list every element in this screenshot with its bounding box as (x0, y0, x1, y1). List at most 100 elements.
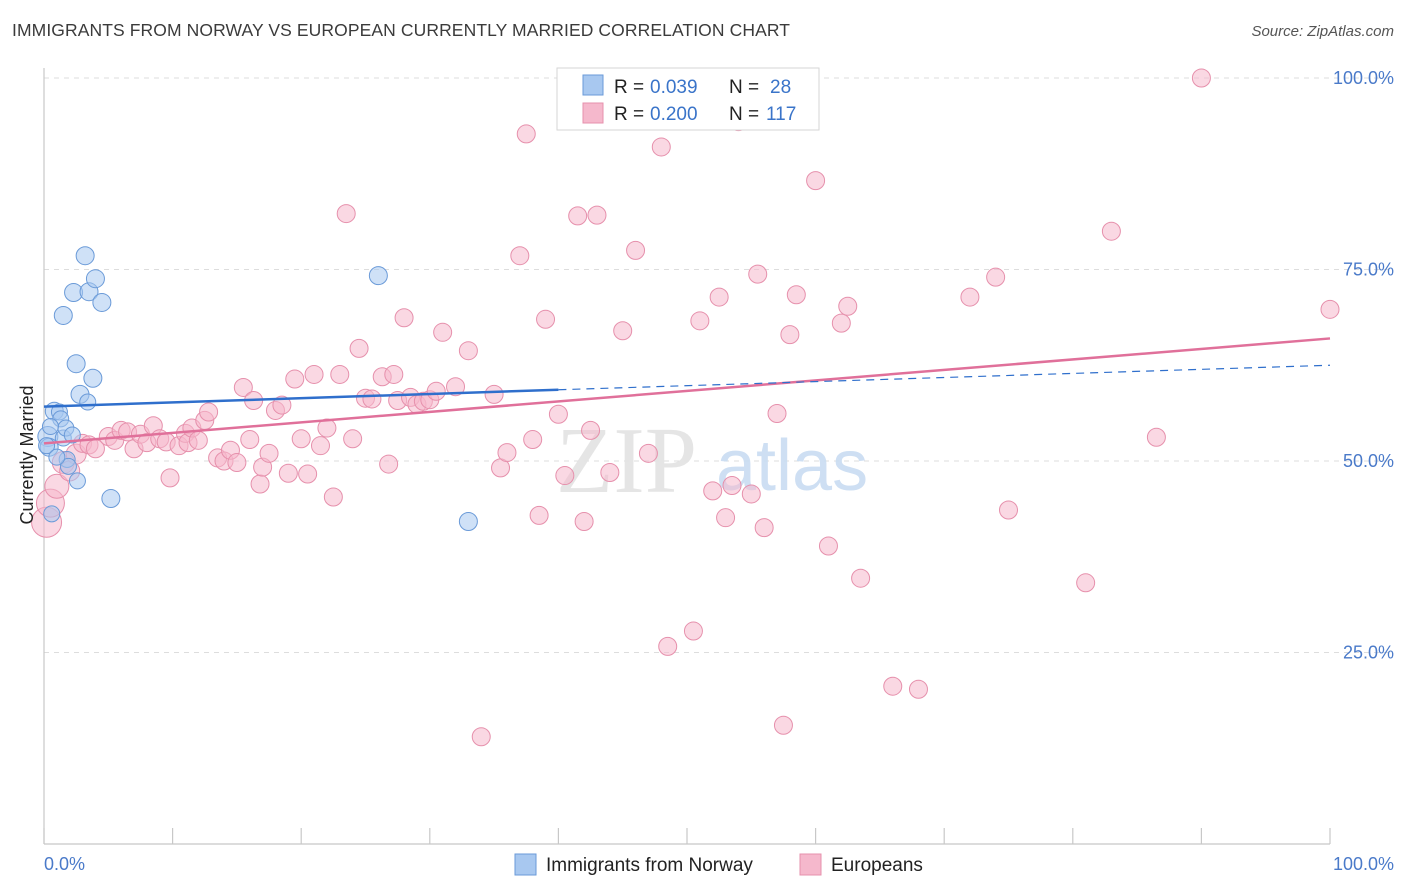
norway-point-16 (75, 246, 95, 266)
norway-point-24 (458, 512, 478, 532)
y-tick-label-3: 100.0% (1333, 68, 1394, 88)
legend-r-label-pink: R = (614, 104, 644, 125)
norway-point-22 (101, 489, 121, 509)
europeans-point-105 (883, 676, 903, 696)
legend-swatch-europeans (799, 853, 822, 876)
stats-legend: R = 0.039 N = 28 R = 0.200 N = 117 (556, 67, 820, 131)
europeans-point-103 (838, 296, 858, 316)
europeans-point-87 (690, 311, 710, 331)
legend-r-value-blue: 0.039 (650, 77, 698, 98)
legend-r-label-blue: R = (614, 77, 644, 98)
europeans-point-42 (298, 464, 318, 484)
y-axis-tick-labels: 25.0% 50.0% 75.0% 100.0% (1333, 68, 1394, 663)
y-tick-label-0: 25.0% (1343, 643, 1394, 663)
x-axis-ticks (43, 828, 1331, 844)
europeans-point-40 (285, 369, 305, 389)
europeans-point-114 (1320, 299, 1340, 319)
europeans-point-116 (600, 462, 620, 482)
europeans-point-43 (304, 364, 324, 384)
norway-point-26 (41, 418, 59, 436)
europeans-point-83 (651, 137, 671, 157)
europeans-point-107 (960, 287, 980, 307)
europeans-point-89 (709, 287, 729, 307)
y-tick-label-2: 75.0% (1343, 260, 1394, 280)
europeans-point-64 (446, 377, 466, 397)
legend-n-label-pink: N = (729, 104, 759, 125)
europeans-point-48 (336, 204, 356, 224)
europeans-point-99 (786, 285, 806, 305)
europeans-point-65 (458, 341, 478, 361)
europeans-point-110 (1076, 573, 1096, 593)
europeans-point-80 (613, 321, 633, 341)
europeans-point-39 (278, 463, 298, 483)
norway-point-19 (83, 368, 103, 388)
norway-point-23 (368, 266, 388, 286)
norway-trend-line (43, 388, 559, 408)
norway-point-7 (53, 305, 73, 325)
x-tick-label-min: 0.0% (44, 854, 85, 874)
europeans-point-86 (683, 621, 703, 641)
europeans-point-77 (574, 512, 594, 532)
europeans-point-73 (536, 309, 556, 329)
norway-point-20 (85, 269, 105, 289)
europeans-point-71 (523, 430, 543, 450)
legend-swatch-pink (582, 102, 604, 124)
europeans-point-81 (626, 240, 646, 260)
europeans-point-111 (1101, 221, 1121, 241)
norway-point-13 (66, 354, 86, 374)
norway-trend-extension (558, 364, 1331, 391)
europeans-point-112 (1146, 427, 1166, 447)
europeans-point-109 (999, 500, 1018, 520)
europeans-point-52 (362, 389, 382, 409)
europeans-point-44 (310, 436, 330, 456)
europeans-point-62 (426, 381, 446, 401)
europeans-point-108 (986, 267, 1006, 287)
europeans-point-96 (767, 404, 787, 424)
europeans-point-70 (516, 124, 536, 144)
europeans-point-41 (291, 429, 311, 449)
trend-lines (43, 337, 1331, 445)
europeans-point-50 (349, 338, 369, 358)
europeans-point-91 (722, 476, 742, 496)
legend-n-value-pink: 117 (766, 104, 796, 125)
europeans-point-24 (188, 430, 208, 450)
legend-n-label-blue: N = (729, 77, 759, 98)
europeans-point-30 (227, 453, 247, 473)
europeans-point-19 (160, 468, 180, 488)
europeans-point-34 (250, 474, 270, 494)
europeans-point-79 (587, 205, 607, 225)
europeans-point-69 (510, 246, 530, 266)
europeans-point-32 (240, 430, 260, 450)
europeans-point-113 (1191, 68, 1211, 88)
norway-point-21 (92, 292, 112, 312)
europeans-point-82 (638, 443, 658, 463)
europeans-point-63 (433, 322, 453, 342)
x-tick-label-max: 100.0% (1333, 854, 1394, 874)
europeans-point-31 (233, 377, 253, 397)
europeans-point-49 (343, 429, 363, 449)
series-legend: Immigrants from Norway Europeans (514, 853, 923, 876)
europeans-point-26 (199, 402, 219, 422)
europeans-point-57 (394, 308, 414, 328)
europeans-point-47 (330, 364, 350, 384)
europeans-point-94 (748, 264, 768, 284)
europeans-point-84 (658, 636, 678, 656)
europeans-point-101 (818, 536, 838, 556)
legend-label-europeans: Europeans (831, 855, 923, 876)
europeans-point-104 (851, 568, 871, 588)
chart-title: IMMIGRANTS FROM NORWAY VS EUROPEAN CURRE… (12, 20, 791, 40)
grid-lines (44, 77, 1392, 653)
europeans-point-2 (44, 473, 70, 499)
y-axis-title: Currently Married (17, 385, 37, 524)
norway-point-11 (63, 426, 81, 444)
europeans-point-66 (484, 384, 504, 404)
europeans-point-55 (384, 364, 404, 384)
norway-point-10 (59, 457, 77, 475)
europeans-point-76 (568, 206, 588, 226)
legend-swatch-blue (582, 74, 604, 96)
europeans-point-102 (831, 313, 851, 333)
norway-point-17 (79, 393, 97, 411)
europeans-point-54 (379, 454, 399, 474)
europeans-point-36 (259, 443, 279, 463)
series-europeans-points (31, 68, 1340, 747)
